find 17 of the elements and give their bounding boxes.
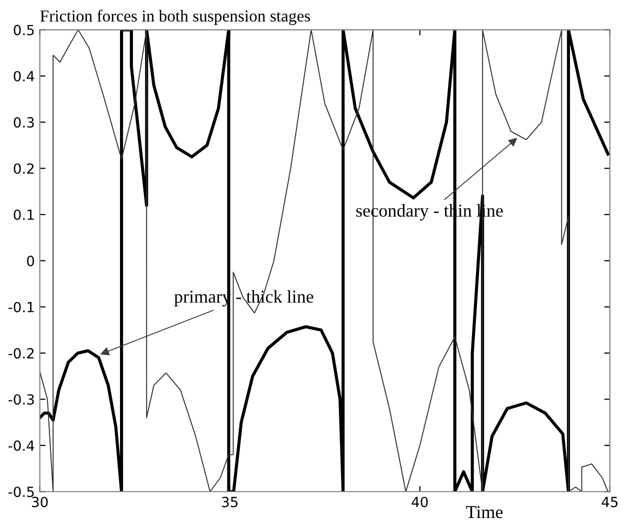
y-tick-label: 0.4 [14,70,34,82]
x-tick-label: 35 [222,496,238,508]
y-tick-label: -0.3 [8,394,34,405]
x-tick-label: 30 [32,496,48,508]
y-tick-label: 0.1 [14,210,34,220]
x-tick-label: 45 [602,496,618,508]
y-tick-label: 0.2 [14,163,34,174]
x-tick-label: 40 [412,496,428,508]
y-tick-label: 0 [27,256,34,266]
y-tick-label: 0.5 [14,24,34,36]
y-tick-label: -0.1 [8,302,34,312]
y-tick-label: -0.2 [8,348,34,359]
y-tick-label: 0.3 [14,117,34,128]
y-tick-label: -0.4 [8,440,34,451]
y-tick-label: -0.5 [8,486,34,498]
x-axis-title: Time [466,506,503,518]
chart-title: Friction forces in both suspension stages [40,10,310,26]
